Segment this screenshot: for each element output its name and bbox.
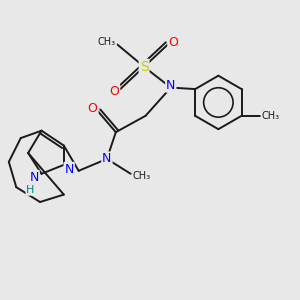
Text: O: O bbox=[168, 36, 178, 49]
Text: N: N bbox=[102, 152, 112, 165]
Text: CH₃: CH₃ bbox=[133, 171, 151, 181]
Text: O: O bbox=[88, 102, 98, 115]
Text: S: S bbox=[140, 60, 148, 74]
Text: N: N bbox=[29, 171, 39, 184]
Text: N: N bbox=[166, 79, 176, 92]
Text: CH₃: CH₃ bbox=[261, 111, 279, 121]
Text: CH₃: CH₃ bbox=[98, 37, 116, 46]
Text: N: N bbox=[64, 163, 74, 176]
Text: O: O bbox=[110, 85, 119, 98]
Text: H: H bbox=[26, 185, 34, 195]
